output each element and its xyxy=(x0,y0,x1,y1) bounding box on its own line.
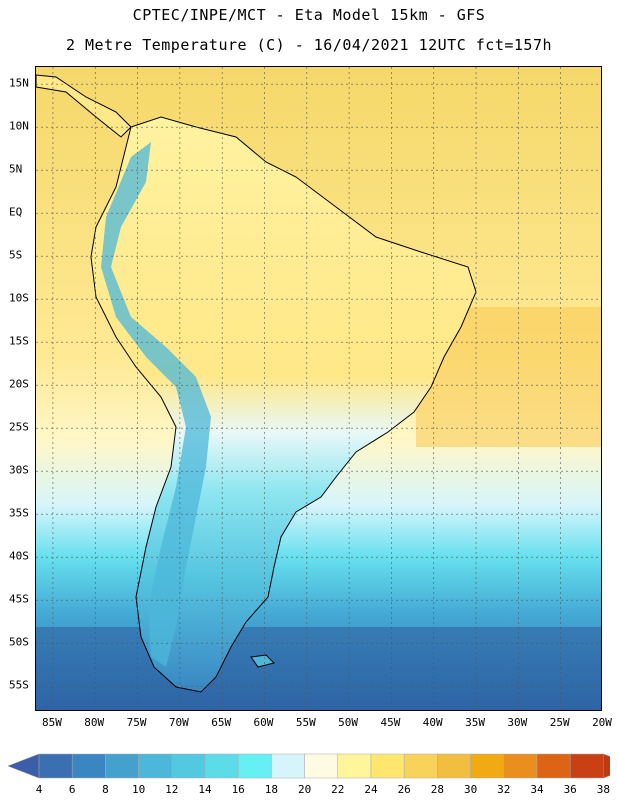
colorbar-tick-label: 6 xyxy=(68,783,76,796)
longitude-label: 50W xyxy=(338,716,359,729)
colorbar-tick-label: 18 xyxy=(264,783,279,796)
latitude-label: 5N xyxy=(9,162,23,176)
colorbar-swatch xyxy=(304,753,339,779)
longitude-label: 85W xyxy=(41,716,62,729)
colorbar-tick-label: 36 xyxy=(563,783,577,796)
colorbar-swatch xyxy=(370,753,405,779)
latitude-label: 20S xyxy=(9,377,29,391)
colorbar-high-arrow xyxy=(603,753,610,779)
longitude-label: 25W xyxy=(549,716,570,729)
colorbar-swatch xyxy=(437,753,471,779)
latitude-label: 35S xyxy=(9,506,29,520)
colorbar-tick-label: 10 xyxy=(131,783,146,796)
latitude-label: 45S xyxy=(9,592,29,606)
colorbar-tick-label: 20 xyxy=(297,783,312,796)
colorbar-swatch xyxy=(569,753,604,779)
latitude-label: EQ xyxy=(9,205,23,219)
latitude-label: 30S xyxy=(9,463,29,477)
colorbar-tick-label: 8 xyxy=(102,783,109,796)
chart-title: CPTEC/INPE/MCT - Eta Model 15km - GFS xyxy=(132,6,486,24)
latitude-label: 10N xyxy=(9,119,29,133)
longitude-label: 75W xyxy=(126,716,147,729)
colorbar-swatch xyxy=(38,753,73,779)
colorbar-tick-label: 32 xyxy=(497,783,511,796)
latitude-label: 5S xyxy=(9,248,23,262)
colorbar-tick-label: 12 xyxy=(165,783,179,796)
latitude-label: 55S xyxy=(9,678,29,692)
colorbar-swatch xyxy=(271,753,305,779)
colorbar-tick-label: 22 xyxy=(331,783,345,796)
colorbar-swatch xyxy=(105,753,139,779)
colorbar-tick-label: 14 xyxy=(198,783,212,796)
colorbar xyxy=(8,753,610,779)
latitude-label: 40S xyxy=(9,549,29,563)
colorbar-swatch xyxy=(470,753,505,779)
temperature-map xyxy=(35,66,602,711)
colorbar-tick-label: 24 xyxy=(364,783,378,796)
longitude-label: 20W xyxy=(592,716,612,729)
colorbar-tick-label: 26 xyxy=(397,783,411,796)
longitude-label: 80W xyxy=(84,716,105,729)
colorbar-swatch xyxy=(171,753,206,779)
colorbar-swatch xyxy=(337,753,372,779)
latitude-label: 10S xyxy=(9,291,29,305)
colorbar-tick-label: 38 xyxy=(596,783,611,796)
latitude-label: 25S xyxy=(9,420,29,434)
colorbar-tick-label: 34 xyxy=(530,783,544,796)
longitude-label: 55W xyxy=(295,716,316,729)
latitude-label: 15N xyxy=(9,76,29,90)
falkland-islands xyxy=(250,654,275,668)
colorbar-swatch xyxy=(403,753,438,779)
colorbar-low-arrow xyxy=(8,753,40,779)
chart-subtitle: 2 Metre Temperature (C) - 16/04/2021 12U… xyxy=(65,36,553,54)
cold-southern-ocean xyxy=(36,627,601,710)
longitude-label: 70W xyxy=(168,716,189,729)
colorbar-tick-label: 28 xyxy=(430,783,445,796)
longitude-label: 60W xyxy=(253,716,274,729)
colorbar-tick-label: 4 xyxy=(35,783,43,796)
colorbar-tick-label: 30 xyxy=(463,783,478,796)
colorbar-swatch xyxy=(536,753,571,779)
andes-cold-band xyxy=(101,142,211,667)
colorbar-tick-label: 16 xyxy=(231,783,245,796)
central-america xyxy=(36,74,132,138)
colorbar-swatch xyxy=(138,753,173,779)
longitude-label: 65W xyxy=(211,716,232,729)
colorbar-swatch xyxy=(204,753,239,779)
colorbar-swatch xyxy=(503,753,538,779)
longitude-label: 45W xyxy=(380,716,401,729)
map-canvas xyxy=(36,67,601,710)
colorbar-swatch xyxy=(71,753,106,779)
colorbar-swatch xyxy=(237,753,272,779)
longitude-label: 35W xyxy=(465,716,485,729)
longitude-label: 30W xyxy=(507,716,528,729)
latitude-label: 15S xyxy=(9,334,29,348)
longitude-label: 40W xyxy=(422,716,443,729)
latitude-label: 50S xyxy=(9,635,29,649)
